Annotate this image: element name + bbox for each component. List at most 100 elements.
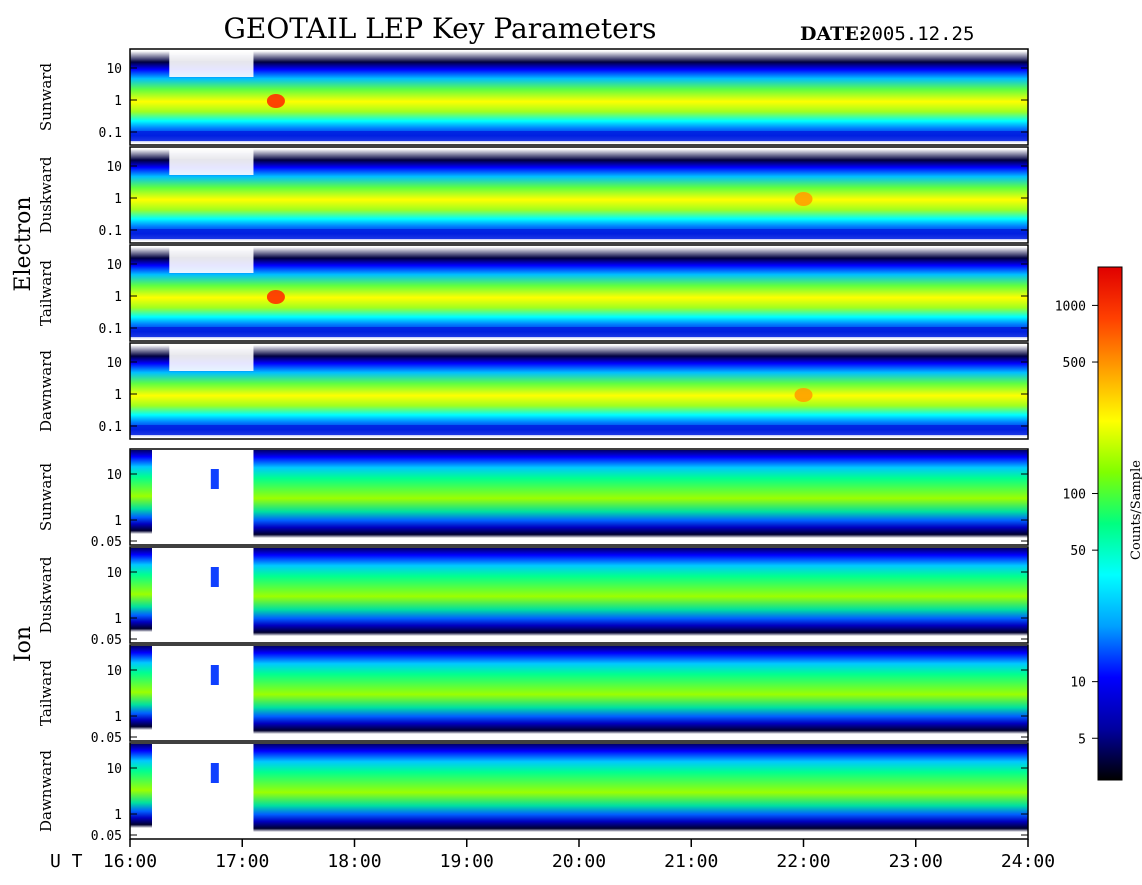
y-tick-label: 0.05: [91, 731, 122, 746]
electron-low-energy-band: [130, 327, 1028, 337]
y-tick-label: 0.1: [99, 322, 122, 337]
panel-label: Tailward: [37, 260, 55, 326]
chart-title: GEOTAIL LEP Key Parameters: [224, 12, 657, 45]
x-tick-label: 18:00: [327, 851, 381, 872]
panel-label: Dawnward: [37, 750, 55, 832]
y-tick-label: 10: [106, 160, 122, 175]
x-tick-label: 24:00: [1001, 851, 1055, 872]
y-tick-label: 0.1: [99, 126, 122, 141]
panel-label: Duskward: [37, 156, 55, 233]
y-tick-label: 10: [106, 468, 122, 483]
y-tick-label: 1: [114, 514, 122, 529]
y-tick-label: 1: [114, 808, 122, 823]
colorbar-gradient: [1097, 266, 1123, 781]
colorbar-tick-label: 10: [1070, 676, 1086, 691]
panel-frame: [129, 448, 1029, 546]
ion-spectrogram-band: [253, 548, 1029, 636]
panel-ion-duskward: Duskward 10 1 0.05: [37, 546, 1029, 648]
colorbar-ticks: 5 10 50 100 500 1000: [1055, 299, 1098, 747]
electron-dip-region: [169, 345, 254, 371]
ion-isolated-blob: [210, 567, 219, 587]
electron-peak-blob: [266, 290, 285, 304]
y-tick-label: 10: [106, 258, 122, 273]
colorbar-tick-label: 1000: [1055, 299, 1086, 314]
electron-dip-region: [169, 247, 254, 273]
panel-electron-tailward: Tailward 10 1 0.1: [37, 244, 1029, 342]
electron-peak-blob: [794, 192, 813, 206]
colorbar-tick-label: 50: [1070, 544, 1086, 559]
electron-low-energy-band: [130, 131, 1028, 141]
electron-spectrogram-band: [130, 247, 1028, 339]
panel-label: Sunward: [37, 63, 55, 132]
colorbar-tick-label: 100: [1063, 488, 1086, 503]
electron-spectrogram-band: [130, 51, 1028, 143]
y-tick-label: 10: [106, 62, 122, 77]
x-tick-label: 21:00: [664, 851, 718, 872]
x-axis-label: U T: [50, 851, 83, 872]
colorbar-tick-label: 5: [1078, 732, 1086, 747]
electron-peak-blob: [794, 388, 813, 402]
panel-label: Sunward: [37, 463, 55, 532]
y-tick-label: 1: [114, 290, 122, 305]
electron-low-energy-band: [130, 229, 1028, 239]
panel-label: Dawnward: [37, 350, 55, 432]
y-tick-label: 0.1: [99, 224, 122, 239]
colorbar-tick-label: 500: [1063, 356, 1086, 371]
panel-frame: [129, 244, 1029, 342]
y-tick-label: 1: [114, 612, 122, 627]
ion-early-burst: [130, 548, 152, 632]
y-tick-label: 0.05: [91, 535, 122, 550]
y-tick-label: 0.1: [99, 420, 122, 435]
ion-spectrogram-band: [253, 744, 1029, 832]
y-tick-label: 10: [106, 762, 122, 777]
date-value: 2005.12.25: [860, 23, 974, 45]
x-tick-label: 22:00: [776, 851, 830, 872]
y-tick-label: 1: [114, 710, 122, 725]
y-tick-label: 1: [114, 388, 122, 403]
y-tick-label: 10: [106, 356, 122, 371]
y-tick-label: 0.05: [91, 633, 122, 648]
ion-early-burst: [130, 744, 152, 828]
colorbar: Counts/Sample 5 10 50 100 500 1000: [1055, 266, 1142, 781]
electron-dip-region: [169, 149, 254, 175]
electron-dip-region: [169, 51, 254, 77]
x-tick-label: 16:00: [103, 851, 157, 872]
electron-spectrogram-band: [130, 345, 1028, 437]
panel-frame: [129, 644, 1029, 742]
group-label-ion: Ion: [11, 626, 36, 662]
panel-frame: [129, 146, 1029, 244]
ion-spectrogram-band: [253, 450, 1029, 538]
x-axis-ticks: 16:00 17:00 18:00 19:00 20:00 21:00 22:00 23:00…: [103, 839, 1055, 872]
electron-peak-blob: [266, 94, 285, 108]
x-tick-label: 19:00: [440, 851, 494, 872]
panel-frame: [129, 342, 1029, 440]
y-tick-label: 1: [114, 94, 122, 109]
panel-ion-tailward: Tailward 10 1 0.05: [37, 644, 1029, 746]
panel-frame: [129, 546, 1029, 644]
ion-early-burst: [130, 646, 152, 730]
ion-isolated-blob: [210, 763, 219, 783]
panel-frame: [129, 48, 1029, 146]
y-tick-label: 0.05: [91, 829, 122, 844]
panel-ion-sunward: Sunward 10 1 0.05: [37, 448, 1029, 550]
x-tick-label: 20:00: [552, 851, 606, 872]
electron-low-energy-band: [130, 425, 1028, 435]
x-tick-label: 23:00: [889, 851, 943, 872]
electron-spectrogram-band: [130, 149, 1028, 241]
y-tick-label: 1: [114, 192, 122, 207]
ion-early-burst: [130, 450, 152, 534]
ion-spectrogram-band: [253, 646, 1029, 734]
y-tick-label: 10: [106, 664, 122, 679]
y-tick-label: 10: [106, 566, 122, 581]
ion-isolated-blob: [210, 665, 219, 685]
x-tick-label: 17:00: [215, 851, 269, 872]
panel-ion-dawnward: Dawnward 10 1 0.05: [37, 742, 1029, 844]
panel-electron-duskward: Duskward 10 1 0.1: [37, 146, 1029, 244]
group-label-electron: Electron: [11, 196, 36, 291]
panel-electron-dawnward: Dawnward 10 1 0.1: [37, 342, 1029, 440]
panel-label: Duskward: [37, 556, 55, 633]
ion-isolated-blob: [210, 469, 219, 489]
